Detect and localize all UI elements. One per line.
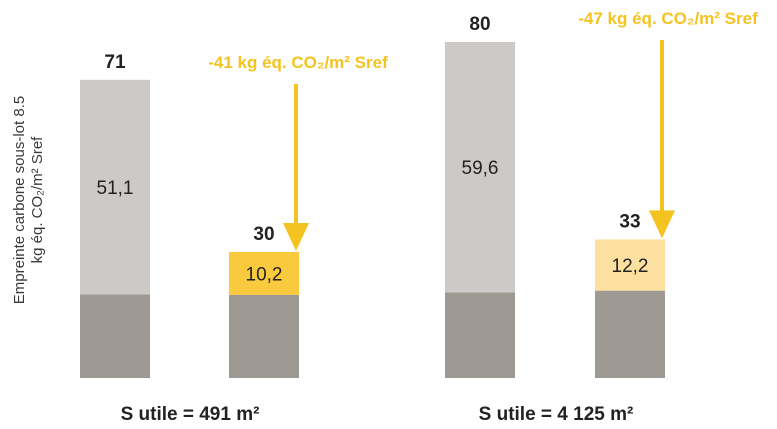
- reduction-annotation-0: -41 kg éq. CO₂/m² Sref: [208, 53, 388, 72]
- segment-label-g0-b1: 10,2: [246, 264, 283, 285]
- bar-segment-g0-b0-s0: [80, 294, 150, 378]
- reduction-arrow-head-0: [283, 223, 309, 251]
- y-axis-label-line2: kg éq. CO₂/m² Sref: [29, 136, 46, 264]
- bar-segment-g0-b1-s0: [229, 294, 299, 378]
- bar-segment-g0-b1-s1: [229, 252, 299, 295]
- bar-segment-g1-b0-s1: [445, 42, 515, 293]
- total-label-g1-b0: 80: [469, 14, 490, 35]
- segment-label-g0-b0: 51,1: [97, 178, 134, 199]
- bar-segment-g1-b0-s0: [445, 292, 515, 378]
- bar-segment-g1-b1-s0: [595, 290, 665, 378]
- group-label-0: S utile = 491 m²: [121, 404, 260, 425]
- group-label-1: S utile = 4 125 m²: [479, 404, 634, 425]
- total-label-g0-b0: 71: [104, 52, 126, 73]
- y-axis-label-line1: Empreinte carbone sous-lot 8.5: [11, 95, 28, 305]
- y-axis-label: Empreinte carbone sous-lot 8.5 kg éq. CO…: [4, 20, 54, 380]
- segment-label-g1-b1: 12,2: [612, 256, 649, 277]
- reduction-annotation-1: -47 kg éq. CO₂/m² Sref: [578, 9, 758, 28]
- total-label-g1-b1: 33: [619, 211, 640, 232]
- total-label-g0-b1: 30: [253, 224, 274, 245]
- reduction-arrow-head-1: [649, 210, 675, 239]
- segment-label-g1-b0: 59,6: [462, 158, 499, 179]
- bar-segment-g0-b0-s1: [80, 79, 150, 295]
- bar-segment-g1-b1-s1: [595, 239, 665, 291]
